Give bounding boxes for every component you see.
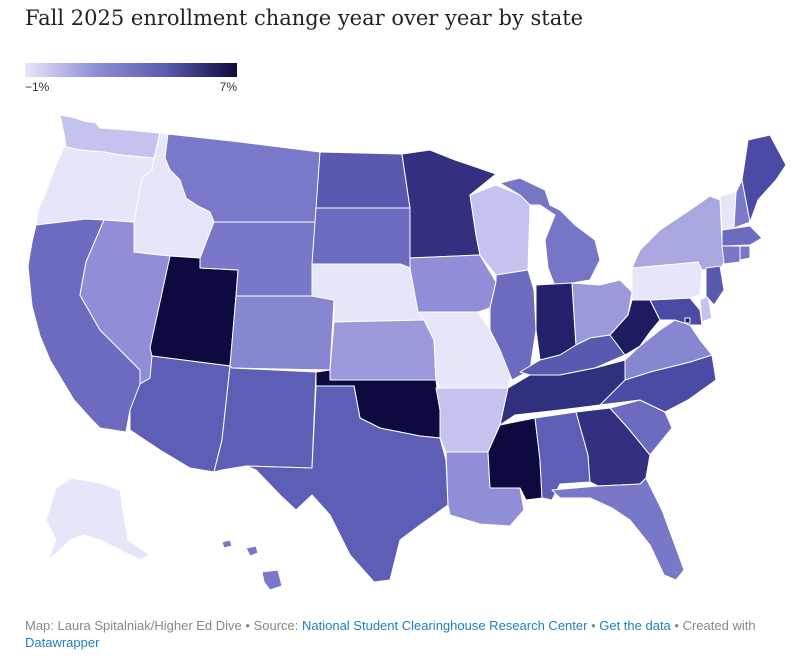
state-north-dakota[interactable] (315, 151, 411, 209)
state-massachusetts[interactable] (721, 225, 763, 247)
state-texas[interactable] (245, 385, 449, 583)
state-south-dakota[interactable] (311, 207, 411, 269)
state-maine[interactable] (741, 134, 787, 223)
separator: • (587, 618, 600, 633)
legend-max-label: 7% (219, 80, 237, 94)
separator: • (670, 618, 683, 633)
state-connecticut[interactable] (721, 245, 741, 265)
source-link[interactable]: National Student Clearinghouse Research … (302, 618, 588, 633)
footer-credits: Map: Laura Spitalniak/Higher Ed Dive • S… (25, 617, 795, 651)
state-illinois[interactable] (489, 269, 537, 381)
state-new-jersey[interactable] (705, 265, 725, 306)
legend-gradient-bar (25, 63, 237, 77)
state-hawaii[interactable] (221, 539, 283, 591)
source-label: Source: (253, 618, 299, 633)
state-iowa[interactable] (409, 254, 497, 313)
state-delaware[interactable] (699, 295, 713, 323)
created-with-label: Created with (682, 618, 756, 633)
state-alaska[interactable] (45, 477, 151, 561)
state-florida[interactable] (551, 477, 685, 581)
legend-min-label: −1% (25, 80, 50, 94)
get-data-link[interactable]: Get the data (599, 618, 671, 633)
map-credit: Map: Laura Spitalniak/Higher Ed Dive (25, 618, 242, 633)
state-dc[interactable] (684, 317, 691, 324)
state-colorado[interactable] (229, 295, 335, 371)
state-montana[interactable] (164, 133, 321, 223)
datawrapper-link[interactable]: Datawrapper (25, 635, 100, 650)
state-rhode-island[interactable] (739, 245, 751, 261)
state-new-mexico[interactable] (213, 365, 317, 473)
state-vermont[interactable] (719, 191, 737, 231)
state-michigan[interactable] (499, 177, 601, 287)
state-new-york[interactable] (631, 195, 725, 271)
map-title: Fall 2025 enrollment change year over ye… (25, 6, 584, 30)
separator: • (241, 618, 254, 633)
color-legend: −1% 7% (25, 63, 237, 94)
state-pennsylvania[interactable] (631, 261, 703, 301)
state-kansas[interactable] (329, 319, 437, 381)
state-virginia[interactable] (624, 319, 713, 381)
